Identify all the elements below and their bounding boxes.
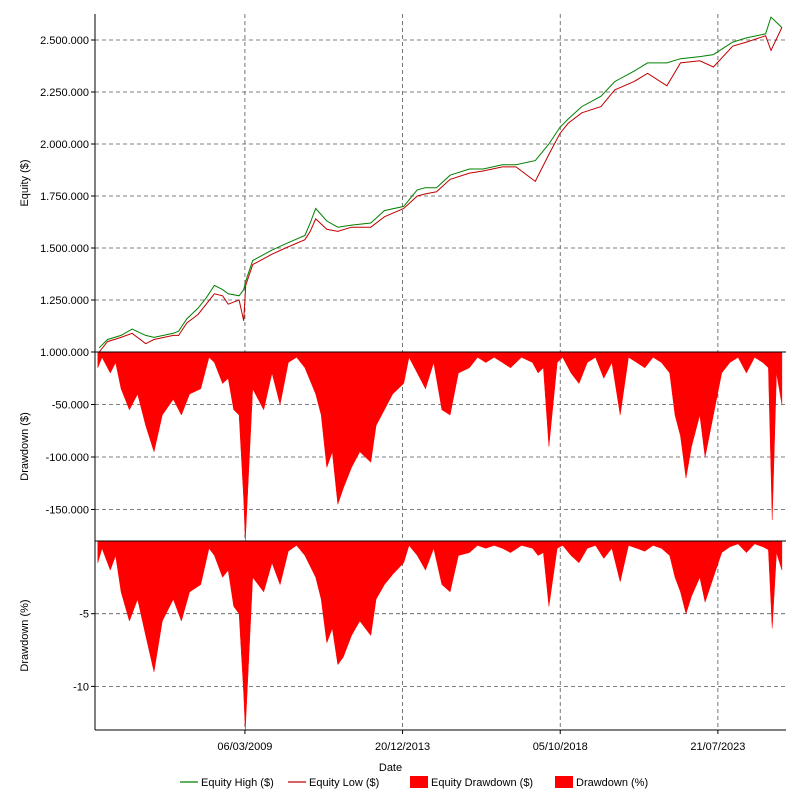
x-tick-label: 20/12/2013 xyxy=(375,741,430,753)
panel-3: -5 -10 Drawdown (%) xyxy=(19,540,786,731)
y-tick-label: 1.000.000 xyxy=(40,347,89,359)
series-area-equity-drawdown- xyxy=(97,351,783,542)
y-axis-title: Drawdown ($) xyxy=(19,412,31,480)
legend-item: Drawdown (%) xyxy=(555,776,648,789)
y-tick-label: -5 xyxy=(79,609,89,621)
x-tick-label: 06/03/2009 xyxy=(217,741,272,753)
y-tick-label: -100.000 xyxy=(46,452,89,464)
x-tick-label: 05/10/2018 xyxy=(533,741,588,753)
y-tick-label: 1.500.000 xyxy=(40,243,89,255)
y-tick-label: -150.000 xyxy=(46,505,89,517)
y-tick-label: -50.000 xyxy=(52,400,89,412)
chart-legend: Equity High ($) Equity Low ($) Equity Draw… xyxy=(180,776,648,789)
x-axis-title: Date xyxy=(379,762,402,774)
panel-1: 1.000.000 1.250.000 1.500.000 1.750.000 2.00… xyxy=(19,14,786,359)
y-tick-label: 2.250.000 xyxy=(40,87,89,99)
legend-swatch-box xyxy=(555,776,573,788)
y-tick-label: 2.500.000 xyxy=(40,35,89,47)
panel-2: -50.000 -100.000 -150.000 Drawdown ($) xyxy=(19,351,786,542)
legend-label: Equity High ($) xyxy=(201,777,274,789)
y-tick-label: -10 xyxy=(73,681,89,693)
y-tick-label: 2.000.000 xyxy=(40,139,89,151)
series-line-equity-high- xyxy=(98,16,783,349)
series-area-drawdown- xyxy=(97,540,783,731)
legend-label: Equity Drawdown ($) xyxy=(431,777,533,789)
y-axis-title: Drawdown (%) xyxy=(19,599,31,671)
legend-item: Equity Low ($) xyxy=(288,777,379,789)
chart-panels: 1.000.000 1.250.000 1.500.000 1.750.000 2.00… xyxy=(19,14,786,731)
legend-label: Equity Low ($) xyxy=(309,777,379,789)
legend-item: Equity High ($) xyxy=(180,777,274,789)
y-tick-label: 1.250.000 xyxy=(40,295,89,307)
y-axis-title: Equity ($) xyxy=(19,159,31,206)
shared-x-axis: 06/03/2009 20/12/2013 05/10/2018 21/07/2023… xyxy=(95,729,786,774)
legend-label: Drawdown (%) xyxy=(576,777,648,789)
legend-item: Equity Drawdown ($) xyxy=(410,776,533,789)
y-tick-label: 1.750.000 xyxy=(40,191,89,203)
series-line-equity-low- xyxy=(98,27,783,353)
x-tick-label: 21/07/2023 xyxy=(690,741,745,753)
legend-swatch-box xyxy=(410,776,428,788)
